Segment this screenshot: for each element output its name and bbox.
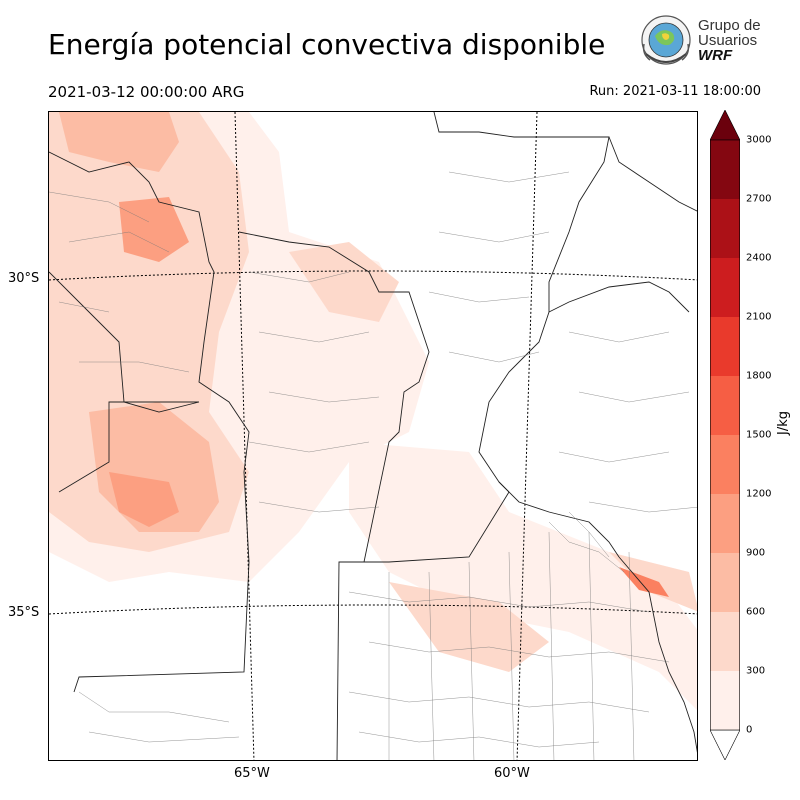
colorbar-band — [710, 435, 740, 494]
map-canvas — [49, 112, 697, 760]
logo-line-3: WRF — [698, 47, 733, 64]
lon-label-65w: 65°W — [234, 766, 270, 781]
colorbar-band — [710, 140, 740, 199]
lat-label-30s: 30°S — [8, 271, 40, 286]
run-time: Run: 2021-03-11 18:00:00 — [589, 84, 761, 99]
colorbar-band — [710, 494, 740, 553]
colorbar-tick-label: 2400 — [746, 252, 772, 264]
department-lines — [49, 171, 697, 760]
boundaries — [49, 112, 697, 760]
lon-label-60w: 60°W — [494, 766, 530, 781]
colorbar-tick-label: 0 — [746, 724, 753, 736]
colorbar-tick-label: 300 — [746, 665, 766, 677]
colorbar-unit: J/kg — [776, 411, 791, 435]
graticule — [49, 112, 697, 760]
colorbar-band — [710, 376, 740, 435]
colorbar-tick-label: 1200 — [746, 488, 772, 500]
colorbar-band — [710, 199, 740, 258]
colorbar-extend-min — [710, 729, 740, 760]
wrf-logo: Grupo de Usuarios WRF — [638, 14, 768, 74]
page-title: Energía potencial convectiva disponible — [48, 28, 606, 61]
valid-time: 2021-03-12 00:00:00 ARG — [48, 83, 245, 101]
colorbar — [710, 110, 740, 760]
colorbar-band — [710, 671, 740, 730]
colorbar-tick-label: 2700 — [746, 193, 772, 205]
globe-icon — [641, 15, 691, 65]
colorbar-tick-label: 900 — [746, 547, 766, 559]
colorbar-tick-label: 2100 — [746, 311, 772, 323]
colorbar-band — [710, 553, 740, 612]
colorbar-tick-label: 3000 — [746, 134, 772, 146]
colorbar-band — [710, 258, 740, 317]
cape-fill-layer — [49, 112, 697, 710]
colorbar-band — [710, 317, 740, 376]
logo-line-1: Grupo de — [698, 17, 761, 34]
colorbar-tick-label: 1500 — [746, 429, 772, 441]
colorbar-band — [710, 612, 740, 671]
colorbar-tick-label: 1800 — [746, 370, 772, 382]
cape-map — [48, 111, 698, 761]
colorbar-tick-label: 600 — [746, 606, 766, 618]
lat-label-35s: 35°S — [8, 605, 40, 620]
logo-line-2: Usuarios — [698, 32, 758, 49]
colorbar-extend-max — [710, 110, 740, 141]
